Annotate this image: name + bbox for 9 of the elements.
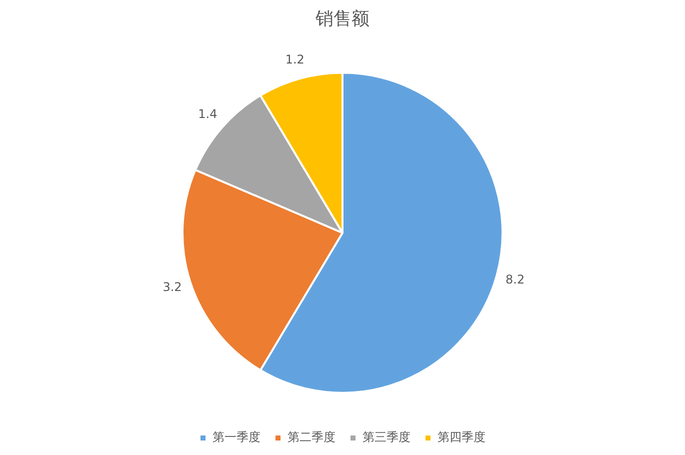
legend-label: 第四季度 xyxy=(438,430,486,444)
legend-label: 第三季度 xyxy=(362,430,410,444)
data-label: 3.2 xyxy=(162,280,182,294)
data-label: 1.2 xyxy=(285,52,304,66)
legend-label: 第一季度 xyxy=(212,430,260,444)
legend-label: 第二季度 xyxy=(288,430,336,444)
chart-title: 销售额 xyxy=(314,8,370,30)
data-label: 8.2 xyxy=(506,272,525,287)
data-label: 1.4 xyxy=(198,107,218,122)
